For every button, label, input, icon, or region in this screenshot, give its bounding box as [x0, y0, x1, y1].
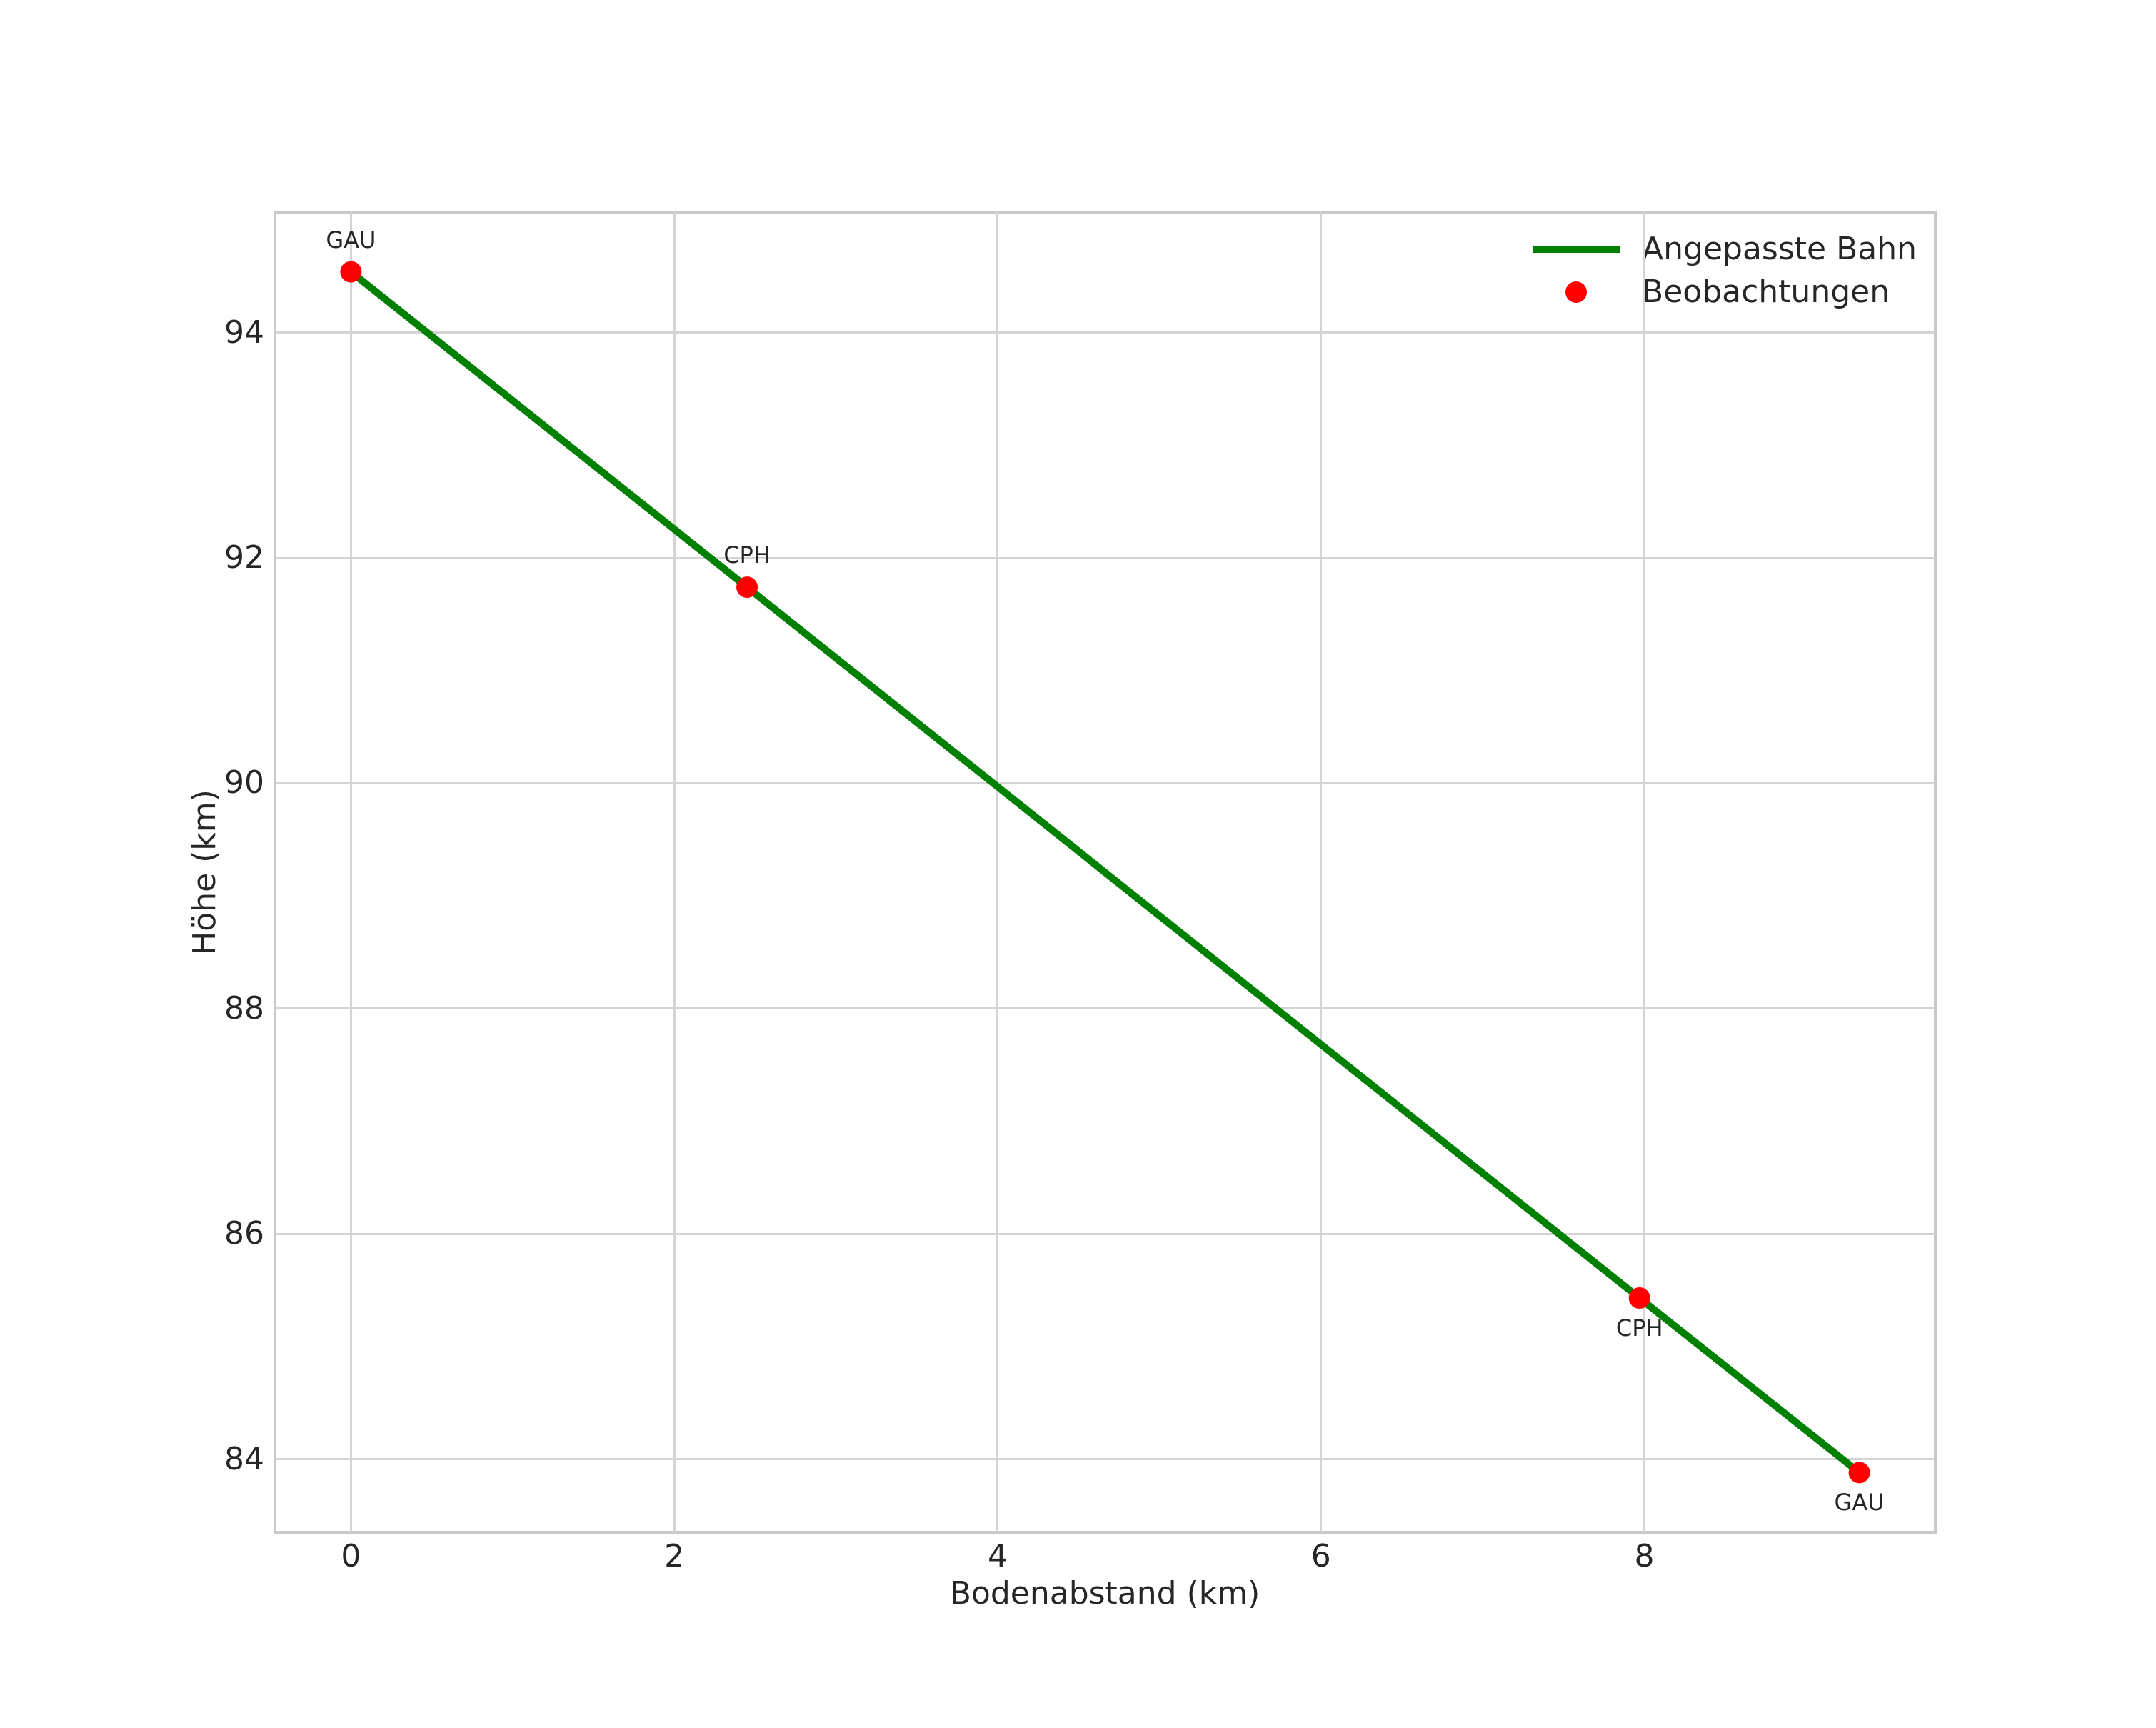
- legend-line-sample: [1533, 246, 1620, 253]
- x-gridline: [349, 212, 352, 1532]
- legend-label: Angepasste Bahn: [1642, 231, 1917, 267]
- legend-item: Angepasste Bahn: [1533, 228, 1917, 271]
- y-tick-label: 92: [224, 539, 264, 576]
- x-tick-label: 4: [987, 1538, 1008, 1574]
- y-axis-title: Höhe (km): [186, 789, 223, 955]
- y-gridline: [275, 781, 1935, 784]
- point-label: GAU: [1834, 1489, 1885, 1517]
- x-tick-label: 6: [1310, 1538, 1331, 1574]
- x-gridline: [1320, 212, 1323, 1532]
- y-gridline: [275, 331, 1935, 334]
- observation-point: [1628, 1287, 1650, 1309]
- point-label: CPH: [723, 541, 771, 569]
- legend-item: Beobachtungen: [1533, 271, 1890, 314]
- observation-point: [340, 261, 362, 283]
- legend-label: Beobachtungen: [1642, 274, 1890, 310]
- y-tick-label: 90: [224, 764, 264, 801]
- y-gridline: [275, 1007, 1935, 1010]
- x-tick-label: 2: [664, 1538, 685, 1574]
- y-tick-label: 94: [224, 314, 264, 351]
- y-gridline: [275, 1232, 1935, 1235]
- x-axis-title: Bodenabstand (km): [949, 1575, 1260, 1612]
- line-swatch-icon: [1533, 246, 1620, 253]
- dot-swatch-icon: [1565, 281, 1588, 303]
- legend: Angepasste Bahn Beobachtungen: [1533, 228, 1917, 314]
- y-tick-label: 86: [224, 1215, 264, 1252]
- observation-point: [1848, 1462, 1870, 1484]
- legend-marker-sample: [1533, 281, 1620, 303]
- x-tick-label: 8: [1634, 1538, 1655, 1574]
- x-gridline: [996, 212, 999, 1532]
- y-gridline: [275, 1458, 1935, 1460]
- fitted-line: [347, 268, 1863, 1477]
- x-gridline: [673, 212, 676, 1532]
- y-gridline: [275, 556, 1935, 559]
- y-tick-label: 84: [224, 1440, 264, 1477]
- point-label: GAU: [326, 226, 376, 254]
- x-tick-label: 0: [341, 1538, 361, 1574]
- observation-point: [736, 576, 758, 599]
- x-gridline: [1643, 212, 1645, 1532]
- y-tick-label: 88: [224, 989, 264, 1027]
- chart-canvas: [340, 261, 1870, 1484]
- plot-area: Angepasste Bahn Beobachtungen: [274, 211, 1937, 1534]
- point-label: CPH: [1615, 1314, 1663, 1342]
